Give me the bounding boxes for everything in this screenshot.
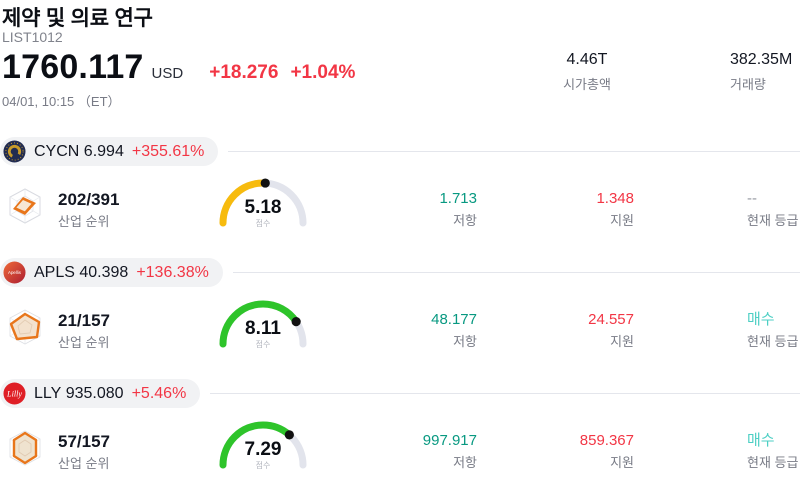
rating-value: -- (747, 190, 757, 207)
ticker-pill-cycn[interactable]: CYCN 6.994 +355.61% (0, 137, 219, 166)
industry-rank: 21/157 산업 순위 (58, 311, 110, 351)
industry-rank-label: 산업 순위 (58, 214, 110, 229)
support-value: 859.367 (579, 432, 634, 449)
industry-radar-icon (6, 429, 44, 472)
ticker-pill-apls[interactable]: Apellis APLS 40.398 +136.38% (0, 258, 223, 287)
industry-rank: 57/157 산업 순위 (58, 432, 110, 472)
market-cap-stat: 4.46T 시가총액 (525, 50, 649, 93)
currency-label: USD (151, 65, 184, 82)
resistance-column: 997.917 저항 (423, 431, 477, 471)
stock-row-apls: Apellis APLS 40.398 +136.38% 21/157 산업 순… (0, 258, 800, 379)
change-percent: +1.04% (290, 62, 356, 83)
score-gauge: 8.11 점수 (213, 298, 313, 354)
rating-column: 매수 현재 등급 (747, 431, 798, 471)
resistance-value: 48.177 (431, 311, 477, 328)
ticker-change: +136.38% (136, 263, 209, 281)
rating-label: 현재 등급 (747, 455, 799, 470)
score-value: 8.11 (245, 318, 281, 339)
score-label: 점수 (255, 461, 271, 470)
support-label: 지원 (610, 213, 634, 228)
rating-column: 매수 현재 등급 (747, 310, 798, 350)
row-head: Apellis APLS 40.398 +136.38% (0, 258, 800, 287)
row-divider (232, 272, 800, 273)
industry-rank-value: 21/157 (58, 311, 110, 330)
market-cap-label: 시가총액 (563, 77, 611, 92)
ticker-symbol: LLY 935.080 (34, 384, 124, 402)
svg-text:Apellis: Apellis (8, 270, 22, 275)
stock-overview-page: { "header": { "title": "제약 및 의료 연구", "sy… (0, 7, 800, 471)
row-divider (228, 151, 800, 152)
price-row: 1760.117 USD +18.276 +1.04% (2, 48, 355, 87)
score-value: 5.18 (244, 197, 282, 218)
index-symbol: LIST1012 (2, 29, 63, 45)
ticker-symbol: APLS 40.398 (34, 263, 129, 281)
page-title: 제약 및 의료 연구 (2, 7, 153, 30)
market-cap-value: 4.46T (566, 51, 608, 68)
resistance-column: 48.177 저항 (431, 310, 477, 350)
row-head: Lilly LLY 935.080 +5.46% (0, 379, 800, 408)
svg-text:Lilly: Lilly (6, 389, 22, 398)
score-label: 점수 (255, 340, 271, 349)
resistance-label: 저항 (453, 334, 477, 349)
rating-column: -- 현재 등급 (747, 189, 798, 229)
lly-logo-icon: Lilly (3, 382, 26, 405)
volume-label: 거래량 (730, 77, 766, 92)
support-column: 859.367 지원 (580, 431, 634, 471)
resistance-label: 저항 (453, 213, 477, 228)
ticker-symbol: CYCN 6.994 (34, 142, 124, 160)
score-value: 7.29 (244, 439, 282, 460)
ticker-change: +5.46% (131, 384, 187, 402)
volume-stat: 382.35M 거래량 (730, 50, 800, 93)
resistance-column: 1.713 저항 (439, 189, 477, 229)
industry-rank-value: 57/157 (58, 432, 110, 451)
support-column: 24.557 지원 (588, 310, 634, 350)
rating-value: 매수 (747, 311, 775, 328)
industry-rank-label: 산업 순위 (58, 335, 110, 350)
score-label: 점수 (255, 219, 271, 228)
ticker-change: +355.61% (131, 142, 205, 160)
score-gauge: 7.29 점수 (213, 419, 313, 475)
industry-radar-icon (6, 308, 44, 351)
resistance-value: 997.917 (422, 432, 477, 449)
support-label: 지원 (610, 455, 634, 470)
rating-value: 매수 (747, 432, 775, 449)
industry-rank: 202/391 산업 순위 (58, 190, 119, 230)
volume-value: 382.35M (730, 51, 793, 68)
change-absolute: +18.276 (209, 62, 279, 83)
support-column: 1.348 지원 (596, 189, 634, 229)
ticker-pill-lly[interactable]: Lilly LLY 935.080 +5.46% (0, 379, 201, 408)
apls-logo-icon: Apellis (3, 261, 26, 284)
rating-label: 현재 등급 (747, 213, 799, 228)
row-head: CYCN 6.994 +355.61% (0, 137, 800, 166)
price-change: +18.276 +1.04% (209, 62, 355, 84)
stock-row-cycn: CYCN 6.994 +355.61% 202/391 산업 순위 5.18 점… (0, 137, 800, 258)
industry-rank-value: 202/391 (58, 190, 120, 209)
stock-row-lly: Lilly LLY 935.080 +5.46% 57/157 산업 순위 7.… (0, 379, 800, 500)
resistance-value: 1.713 (439, 190, 477, 207)
industry-rank-label: 산업 순위 (58, 456, 110, 471)
row-divider (210, 393, 800, 394)
industry-radar-icon (6, 187, 44, 230)
score-gauge: 5.18 점수 (213, 177, 313, 233)
cycn-logo-icon (3, 140, 26, 163)
index-price: 1760.117 (2, 48, 144, 86)
quote-datetime: 04/01, 10:15 （ET） (2, 94, 121, 109)
rating-label: 현재 등급 (747, 334, 799, 349)
support-label: 지원 (610, 334, 634, 349)
resistance-label: 저항 (453, 455, 477, 470)
support-value: 24.557 (588, 311, 634, 328)
support-value: 1.348 (596, 190, 634, 207)
